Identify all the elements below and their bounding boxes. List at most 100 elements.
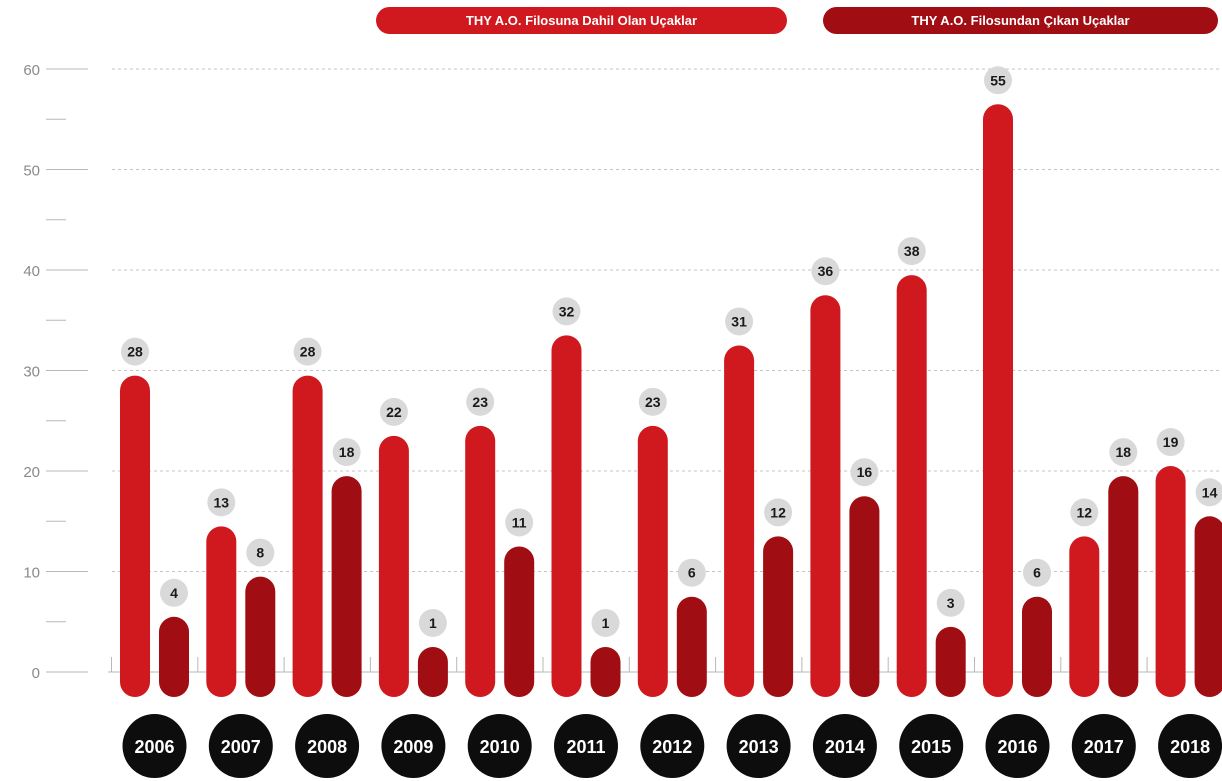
- bar-filosundan-cikan: [1194, 516, 1222, 697]
- x-tick-label: 2017: [1084, 737, 1124, 757]
- value-bubble: [984, 66, 1012, 95]
- value-bubble: [897, 237, 926, 266]
- legend-item-filosundan-cikan: THY A.O. Filosundan Çıkan Uçaklar: [823, 7, 1218, 34]
- value-bubble: [379, 397, 408, 426]
- value-label: 12: [770, 504, 786, 520]
- value-bubble: [505, 508, 534, 537]
- x-tick-label: 2018: [1170, 737, 1210, 757]
- value-bubble: [1070, 498, 1099, 527]
- x-tick-label: 2006: [134, 737, 174, 757]
- value-label: 16: [857, 464, 873, 480]
- value-bubble: [850, 458, 879, 487]
- legend-item-filosuna-dahil: THY A.O. Filosuna Dahil Olan Uçaklar: [376, 7, 787, 34]
- value-label: 31: [731, 313, 747, 329]
- y-tick-label: 10: [23, 565, 40, 582]
- bar-filosundan-cikan: [504, 546, 535, 697]
- x-tick-label: 2013: [739, 737, 779, 757]
- value-label: 1: [429, 615, 437, 631]
- value-bubble: [466, 387, 495, 416]
- year-circle: [1071, 714, 1136, 778]
- x-tick-label: 2011: [566, 737, 605, 757]
- y-tick-label: 0: [32, 665, 40, 682]
- value-label: 12: [1077, 504, 1093, 520]
- value-label: 13: [214, 494, 230, 510]
- bar-filosundan-cikan: [590, 646, 621, 697]
- value-bubble: [591, 608, 620, 637]
- value-label: 8: [256, 545, 264, 561]
- bar-filosuna-dahil: [465, 425, 496, 697]
- x-tick-label: 2008: [307, 737, 347, 757]
- value-bubble: [246, 538, 275, 567]
- bar-filosundan-cikan: [1108, 476, 1139, 697]
- value-bubble: [638, 387, 667, 416]
- bar-filosundan-cikan: [245, 576, 276, 697]
- value-label: 18: [339, 444, 355, 460]
- value-label: 14: [1202, 484, 1218, 500]
- y-tick-label: 60: [23, 62, 40, 79]
- value-label: 28: [127, 344, 143, 360]
- value-label: 22: [386, 404, 402, 420]
- bar-filosuna-dahil: [810, 295, 841, 697]
- value-label: 32: [559, 303, 575, 319]
- value-bubble: [1195, 478, 1222, 507]
- value-bubble: [1023, 558, 1051, 587]
- value-label: 23: [645, 394, 661, 410]
- bar-filosuna-dahil: [1155, 466, 1186, 697]
- bar-filosuna-dahil: [637, 425, 668, 697]
- bar-filosuna-dahil: [983, 104, 1013, 697]
- y-tick-label: 50: [23, 163, 40, 180]
- value-label: 3: [947, 595, 955, 611]
- year-circle: [1158, 714, 1222, 778]
- bar-filosundan-cikan: [1022, 596, 1052, 697]
- x-tick-label: 2014: [825, 737, 865, 757]
- bar-filosuna-dahil: [724, 345, 755, 697]
- value-bubble: [121, 337, 149, 366]
- bar-filosuna-dahil: [1069, 536, 1100, 697]
- value-bubble: [293, 337, 322, 366]
- value-bubble: [418, 608, 447, 637]
- x-tick-label: 2009: [393, 737, 433, 757]
- x-tick-label: 2007: [221, 737, 261, 757]
- value-label: 1: [602, 615, 610, 631]
- x-tick-label: 2012: [652, 737, 692, 757]
- bar-filosuna-dahil: [378, 435, 409, 697]
- x-tick-label: 2015: [911, 737, 951, 757]
- value-bubble: [764, 498, 793, 527]
- bar-filosuna-dahil: [292, 375, 323, 697]
- y-tick-label: 20: [23, 464, 40, 481]
- bar-filosundan-cikan: [935, 626, 966, 697]
- bar-filosundan-cikan: [417, 646, 448, 697]
- year-circle: [295, 714, 360, 778]
- value-label: 18: [1116, 444, 1132, 460]
- bar-filosundan-cikan: [849, 496, 880, 697]
- year-circle: [122, 714, 187, 778]
- year-circle: [812, 714, 877, 778]
- bar-filosundan-cikan: [676, 596, 707, 697]
- value-bubble: [1109, 438, 1138, 467]
- value-label: 23: [472, 394, 488, 410]
- year-circle: [726, 714, 791, 778]
- year-circle: [381, 714, 446, 778]
- x-tick-label: 2016: [997, 737, 1037, 757]
- value-label: 4: [170, 585, 178, 601]
- bar-filosuna-dahil: [206, 526, 237, 697]
- value-bubble: [207, 488, 236, 517]
- value-label: 11: [512, 514, 527, 530]
- y-tick-label: 40: [23, 263, 40, 280]
- year-circle: [467, 714, 532, 778]
- bar-filosuna-dahil: [896, 275, 927, 697]
- value-label: 19: [1163, 434, 1179, 450]
- value-bubble: [936, 588, 965, 617]
- year-circle: [554, 714, 618, 778]
- bar-filosundan-cikan: [159, 616, 189, 697]
- y-tick-label: 30: [23, 364, 40, 381]
- value-bubble: [811, 257, 840, 286]
- bar-filosuna-dahil: [551, 335, 582, 697]
- year-circle: [640, 714, 705, 778]
- value-bubble: [332, 438, 361, 467]
- bar-filosundan-cikan: [763, 536, 794, 697]
- value-label: 28: [300, 344, 316, 360]
- value-label: 6: [688, 565, 696, 581]
- bar-filosundan-cikan: [331, 476, 362, 697]
